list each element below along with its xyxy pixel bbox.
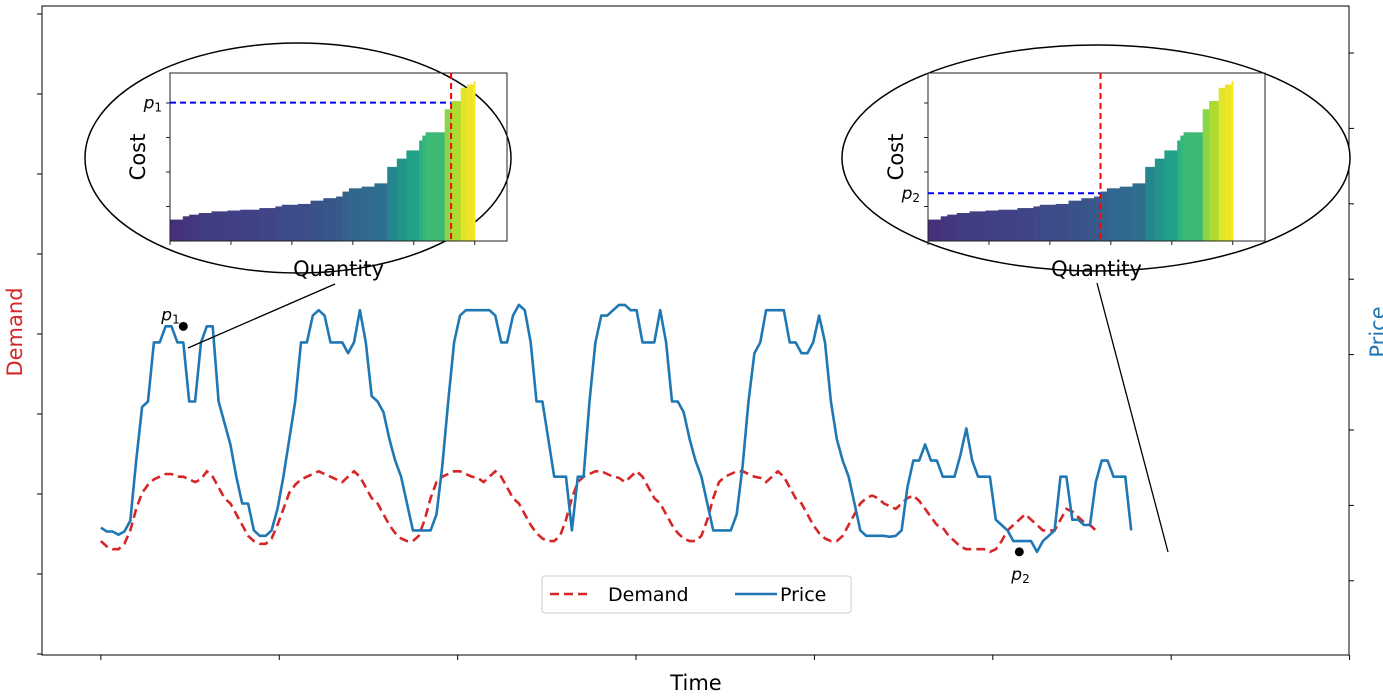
supply-bar	[297, 203, 311, 241]
supply-bar	[406, 150, 420, 241]
supply-bar	[444, 109, 452, 241]
legend: Demand Price	[541, 575, 852, 614]
supply-bar	[985, 210, 999, 241]
connector-line	[187, 283, 336, 349]
supply-bar	[281, 204, 299, 241]
supply-bar	[310, 200, 324, 241]
supply-bar	[1017, 208, 1034, 241]
inset-ylabel: Cost	[884, 134, 908, 181]
supply-bar	[1164, 150, 1178, 241]
annotation-label-p2: p2	[1010, 565, 1029, 586]
x-axis-label: Time	[669, 671, 721, 695]
annotation-point-p2	[1014, 547, 1024, 557]
supply-bar	[947, 214, 958, 241]
supply-bar	[460, 87, 468, 241]
supply-bar	[387, 166, 398, 241]
supply-bar	[396, 158, 407, 241]
supply-bar	[259, 208, 276, 241]
supply-bar	[1189, 132, 1204, 241]
inset-ylabel: Cost	[126, 134, 150, 181]
y-axis-label-price: Price	[1366, 306, 1383, 357]
inset-price-marker-subscript: 1	[154, 101, 162, 115]
supply-bar	[969, 211, 986, 241]
supply-bar	[1106, 188, 1121, 241]
legend-label-demand: Demand	[608, 584, 689, 606]
supply-bar	[1202, 109, 1210, 241]
supply-bar	[422, 135, 426, 241]
supply-bar	[240, 209, 260, 241]
supply-bar	[1055, 203, 1069, 241]
supply-bar	[1068, 200, 1082, 241]
supply-bar	[1180, 135, 1184, 241]
supply-bar	[1183, 132, 1191, 241]
annotation-label-subscript: 2	[1022, 572, 1030, 586]
supply-bar	[182, 216, 190, 241]
inset-xlabel: Quantity	[293, 257, 384, 281]
connector-line	[1096, 282, 1169, 553]
supply-bar	[1132, 183, 1146, 241]
demand-line	[100, 469, 1097, 554]
inset-frame	[169, 72, 508, 242]
supply-bar	[348, 188, 363, 241]
supply-bar	[211, 211, 228, 241]
main-axes	[37, 5, 1354, 660]
supply-bar	[323, 198, 337, 241]
supply-bar	[956, 213, 970, 241]
annotation-label-subscript: 1	[172, 312, 180, 326]
supply-bar	[1209, 101, 1220, 241]
legend-label-price: Price	[780, 584, 826, 606]
supply-bar	[170, 219, 184, 241]
supply-bar	[1081, 198, 1095, 241]
supply-bar	[336, 196, 343, 241]
annotation-point-p1	[178, 321, 188, 331]
series-layer: p1 p2	[100, 303, 1133, 586]
supply-bar	[1033, 206, 1041, 241]
supply-bar	[1177, 140, 1181, 241]
supply-bar	[1119, 186, 1133, 241]
supply-bar	[1225, 84, 1232, 241]
supply-bar	[1094, 196, 1101, 241]
supply-bar	[189, 214, 200, 241]
supply-bar	[227, 210, 241, 241]
supply-bar	[342, 191, 350, 241]
supply-bar	[374, 183, 388, 241]
supply-bar	[928, 219, 942, 241]
supply-bar	[431, 132, 446, 241]
annotation-label-p1: p1	[160, 305, 179, 326]
supply-bar	[1218, 87, 1226, 241]
supply-bar	[1231, 81, 1234, 241]
supply-bar	[198, 213, 212, 241]
supply-bar	[425, 132, 433, 241]
supply-bar	[1100, 191, 1108, 241]
supply-bar	[275, 206, 283, 241]
inset-price-marker-subscript: 2	[912, 191, 920, 205]
supply-bar	[473, 81, 476, 241]
y-axis-label-demand: Demand	[3, 287, 27, 376]
supply-bar	[361, 186, 375, 241]
inset-frame	[927, 72, 1266, 242]
supply-bar	[419, 140, 423, 241]
price-line	[100, 303, 1133, 554]
supply-bar	[467, 84, 474, 241]
plot-frame	[41, 5, 1350, 656]
inset-xlabel: Quantity	[1051, 257, 1142, 281]
supply-bar	[1039, 204, 1057, 241]
supply-bar	[940, 216, 948, 241]
legend-frame	[541, 575, 852, 614]
supply-bar	[1145, 166, 1156, 241]
supply-bar	[1154, 158, 1165, 241]
supply-bar	[998, 209, 1018, 241]
supply-bar	[451, 101, 462, 241]
